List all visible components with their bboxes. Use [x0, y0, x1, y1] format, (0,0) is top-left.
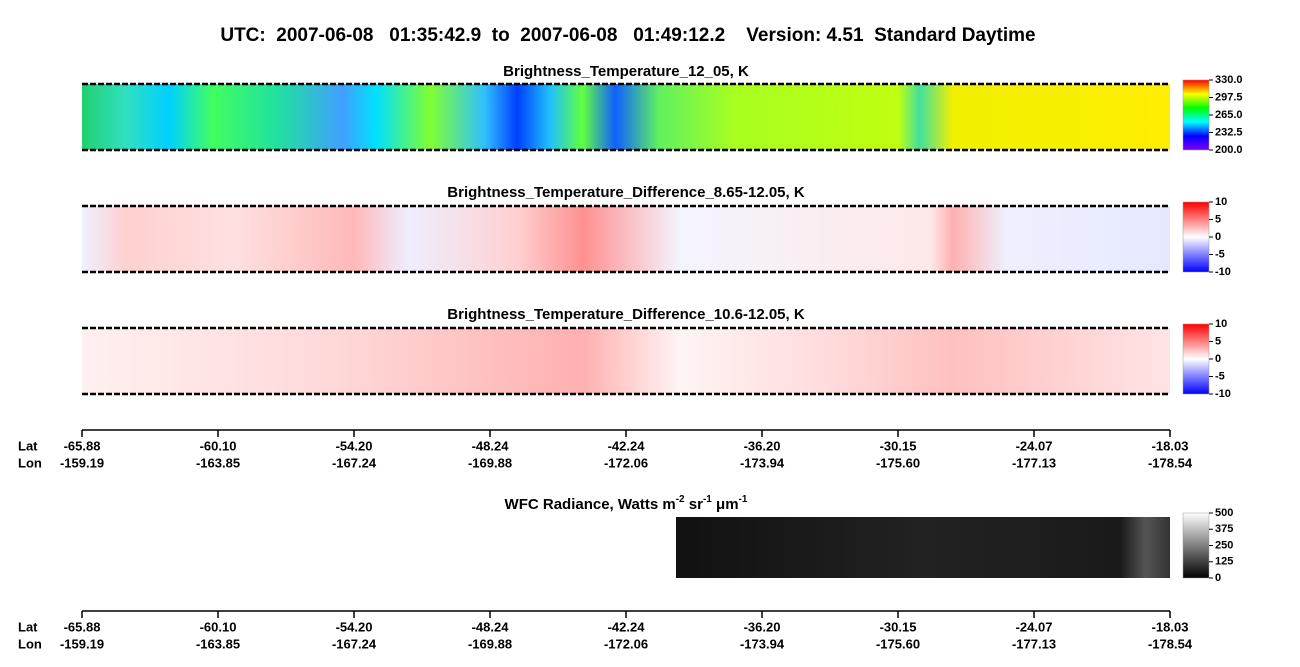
- lat-label: -18.03: [1152, 619, 1189, 634]
- axis-label: Lon: [18, 455, 42, 470]
- lon-label: -173.94: [740, 636, 785, 651]
- colorbar-tick-label: -10: [1215, 266, 1231, 278]
- colorbar-tick-label: 500: [1215, 507, 1233, 519]
- panel-title: Brightness_Temperature_Difference_10.6-1…: [447, 306, 805, 323]
- colorbar-tick-label: 200.0: [1215, 144, 1243, 156]
- lat-label: -48.24: [472, 438, 510, 453]
- colorbar-tick-label: 125: [1215, 556, 1233, 568]
- heatmap-strip: [82, 328, 1170, 394]
- lat-label: -65.88: [64, 619, 101, 634]
- lon-label: -175.60: [876, 455, 920, 470]
- title-part: WFC Radiance, Watts m: [505, 496, 676, 513]
- colorbar: [1182, 79, 1210, 151]
- title-part: μm: [712, 496, 739, 513]
- lon-label: -178.54: [1148, 455, 1193, 470]
- colorbar-tick-label: -5: [1215, 248, 1225, 260]
- panel-title: Brightness_Temperature_12_05, K: [503, 63, 749, 80]
- colorbar-tick-label: 5: [1215, 213, 1221, 225]
- colorbar-tick-label: 375: [1215, 523, 1233, 535]
- axis-label: Lat: [18, 619, 38, 634]
- lon-label: -163.85: [196, 455, 240, 470]
- colorbar-tick-label: 0: [1215, 231, 1221, 243]
- lat-label: -54.20: [336, 619, 373, 634]
- lon-label: -169.88: [468, 636, 512, 651]
- title-part: sr: [685, 496, 704, 513]
- lon-label: -167.24: [332, 636, 377, 651]
- lon-label: -169.88: [468, 455, 512, 470]
- lat-label: -24.07: [1016, 619, 1053, 634]
- colorbar-tick-label: 5: [1215, 335, 1221, 347]
- lat-label: -36.20: [744, 619, 781, 634]
- heatmap-strip: [676, 517, 1170, 578]
- lat-label: -60.10: [200, 438, 237, 453]
- colorbar-tick-label: -10: [1215, 388, 1231, 400]
- colorbar-tick-label: -5: [1215, 370, 1225, 382]
- lon-label: -178.54: [1148, 636, 1193, 651]
- colorbar-tick-label: 330.0: [1215, 74, 1243, 86]
- lat-label: -24.07: [1016, 438, 1053, 453]
- lat-label: -30.15: [880, 438, 917, 453]
- lat-label: -42.24: [608, 438, 646, 453]
- lon-label: -172.06: [604, 455, 648, 470]
- heatmap-strip: [82, 206, 1170, 272]
- lat-label: -54.20: [336, 438, 373, 453]
- lon-label: -159.19: [60, 636, 104, 651]
- colorbar: [1182, 512, 1210, 579]
- axis-label: Lon: [18, 636, 42, 651]
- lon-label: -167.24: [332, 455, 377, 470]
- lat-label: -30.15: [880, 619, 917, 634]
- colorbar-tick-label: 297.5: [1215, 91, 1243, 103]
- lon-label: -163.85: [196, 636, 240, 651]
- colorbar-tick-label: 0: [1215, 353, 1221, 365]
- superscript: -1: [739, 494, 748, 505]
- lat-label: -42.24: [608, 619, 646, 634]
- lon-label: -177.13: [1012, 636, 1056, 651]
- lon-label: -175.60: [876, 636, 920, 651]
- colorbar: [1182, 323, 1210, 395]
- colorbar-tick-label: 232.5: [1215, 126, 1243, 138]
- colorbar-tick-label: 250: [1215, 539, 1233, 551]
- colorbar-tick-label: 0: [1215, 572, 1221, 584]
- superscript: -1: [703, 494, 712, 505]
- lon-label: -159.19: [60, 455, 104, 470]
- colorbar-tick-label: 10: [1215, 196, 1227, 208]
- lat-label: -60.10: [200, 619, 237, 634]
- colorbar: [1182, 201, 1210, 273]
- lat-label: -18.03: [1152, 438, 1189, 453]
- lon-label: -172.06: [604, 636, 648, 651]
- page-title: UTC: 2007-06-08 01:35:42.9 to 2007-06-08…: [220, 25, 1035, 46]
- colorbar-tick-label: 265.0: [1215, 109, 1243, 121]
- lon-label: -177.13: [1012, 455, 1056, 470]
- lat-label: -48.24: [472, 619, 510, 634]
- superscript: -2: [676, 494, 685, 505]
- axis-label: Lat: [18, 438, 38, 453]
- panel-title: WFC Radiance, Watts m-2 sr-1 μm-1: [505, 494, 748, 513]
- lat-label: -36.20: [744, 438, 781, 453]
- panel-title: Brightness_Temperature_Difference_8.65-1…: [447, 184, 805, 201]
- lon-label: -173.94: [740, 455, 785, 470]
- colorbar-tick-label: 10: [1215, 318, 1227, 330]
- lat-label: -65.88: [64, 438, 101, 453]
- heatmap-strip: [82, 84, 1170, 150]
